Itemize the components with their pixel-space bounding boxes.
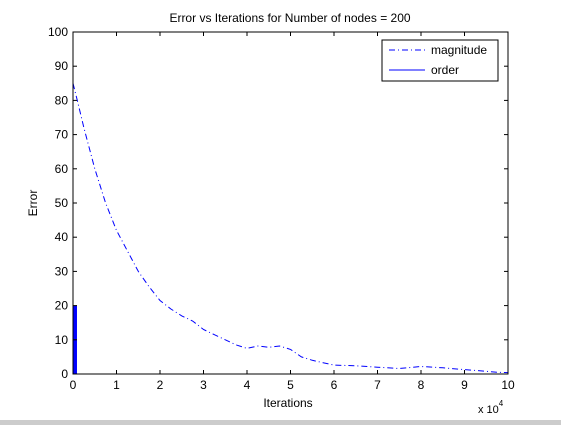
y-tick-label: 10	[55, 333, 69, 347]
y-tick-label: 50	[55, 196, 69, 210]
x-exponent-power: 4	[499, 399, 504, 408]
legend-label-magnitude: magnitude	[431, 43, 487, 57]
chart-title: Error vs Iterations for Number of nodes …	[169, 11, 410, 25]
x-tick-label: 6	[331, 378, 338, 392]
legend-label-order: order	[431, 63, 459, 77]
y-tick-label: 40	[55, 230, 69, 244]
y-tick-label: 70	[55, 128, 69, 142]
x-tick-label: 10	[501, 378, 515, 392]
legend-box	[381, 39, 499, 82]
x-exponent-label: x 104	[478, 399, 504, 416]
axes-box	[72, 31, 509, 375]
legend: magnitude order	[381, 39, 499, 82]
x-axis-label: Iterations	[263, 396, 312, 410]
plot-area	[73, 32, 508, 374]
y-tick-label: 80	[55, 93, 69, 107]
y-tick-label: 100	[48, 25, 68, 39]
x-tick-label: 8	[418, 378, 425, 392]
y-tick-label: 90	[55, 59, 69, 73]
x-tick-label: 1	[113, 378, 120, 392]
y-tick-label: 0	[61, 367, 68, 381]
x-exponent-base: x 10	[478, 404, 499, 416]
x-tick-label: 2	[157, 378, 164, 392]
x-tick-label: 3	[200, 378, 207, 392]
series-magnitude-line	[72, 83, 509, 374]
x-tick-label: 0	[70, 378, 77, 392]
y-tick-label: 20	[55, 299, 69, 313]
x-tick-label: 9	[461, 378, 468, 392]
x-tick-label: 7	[374, 378, 381, 392]
y-axis-label: Error	[26, 190, 40, 217]
x-tick-label: 4	[244, 378, 251, 392]
x-tick-label: 5	[287, 378, 294, 392]
y-tick-label: 30	[55, 264, 69, 278]
y-tick-label: 60	[55, 162, 69, 176]
